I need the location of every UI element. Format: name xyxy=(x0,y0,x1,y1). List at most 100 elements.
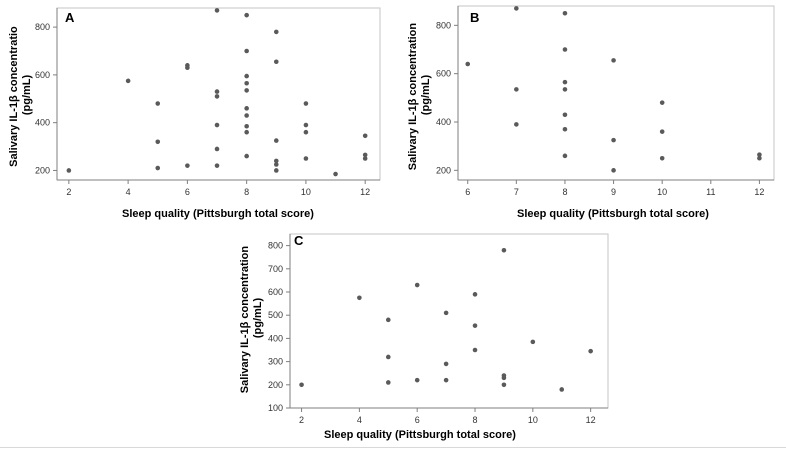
data-point xyxy=(562,126,568,132)
scatter-panel-c: C 100 200 300 400 500 600 700 800 2 4 6 8 10 12 Slee… xyxy=(239,233,609,441)
scatter-panel-b: B 200 400 600 800 6 7 8 9 10 11 12 Sleep quality … xyxy=(407,5,775,220)
x-tick-label: 6 xyxy=(185,187,190,197)
data-point xyxy=(757,152,762,157)
bottom-divider xyxy=(0,447,786,448)
x-tick-label: 4 xyxy=(126,187,131,197)
data-point xyxy=(155,165,161,171)
y-tick-label: 500 xyxy=(268,310,283,320)
data-point xyxy=(562,47,568,52)
data-point xyxy=(214,163,220,168)
data-point xyxy=(562,87,568,92)
data-point xyxy=(299,382,304,388)
data-point xyxy=(185,163,190,168)
data-point xyxy=(303,122,309,128)
data-point xyxy=(414,282,420,288)
data-point xyxy=(443,361,449,367)
data-point xyxy=(214,122,220,128)
y-tick-label: 200 xyxy=(268,380,283,390)
x-tick-label: 6 xyxy=(415,415,420,425)
x-tick-label: 11 xyxy=(706,187,715,197)
data-point xyxy=(244,129,249,135)
data-point xyxy=(501,382,507,388)
data-point xyxy=(562,79,568,85)
y-tick-label: 400 xyxy=(268,333,283,343)
data-point xyxy=(362,156,368,161)
data-point xyxy=(244,153,249,159)
y-tick-label: 800 xyxy=(436,20,451,30)
data-point xyxy=(559,387,565,392)
data-point xyxy=(659,155,665,161)
plot-area-frame xyxy=(56,7,381,181)
x-tick-label: 4 xyxy=(357,415,362,425)
x-tick-label: 10 xyxy=(657,187,667,197)
data-point xyxy=(244,123,249,129)
x-tick-label: 10 xyxy=(528,415,538,425)
data-point xyxy=(244,113,249,118)
data-point xyxy=(214,146,220,152)
y-tick-label: 600 xyxy=(436,69,451,79)
y-axis-title: Salivary IL-1β concentration (pg/mL) xyxy=(407,20,432,170)
data-point xyxy=(66,168,72,173)
x-tick-label: 6 xyxy=(465,187,470,197)
x-tick-label: 12 xyxy=(754,187,764,197)
x-tick-label: 9 xyxy=(611,187,616,197)
data-point xyxy=(443,310,449,316)
panel-letter-b: B xyxy=(470,10,479,25)
data-point xyxy=(501,247,507,253)
plot-area-frame xyxy=(289,233,609,409)
data-point xyxy=(611,137,616,143)
data-point xyxy=(514,122,519,127)
data-point xyxy=(273,29,279,35)
y-tick-label: 400 xyxy=(35,118,50,128)
data-point xyxy=(333,171,338,177)
data-point xyxy=(125,78,131,84)
data-point xyxy=(273,59,279,65)
y-tick-label: 800 xyxy=(35,22,50,32)
data-point xyxy=(303,129,309,135)
y-tick-label: 100 xyxy=(268,403,283,413)
data-point xyxy=(472,292,478,297)
data-point xyxy=(659,100,665,105)
y-tick-label: 700 xyxy=(268,264,283,274)
data-point xyxy=(562,153,568,159)
data-point xyxy=(611,58,616,63)
data-point xyxy=(443,377,449,383)
data-point xyxy=(385,354,391,360)
x-tick-label: 7 xyxy=(514,187,519,197)
data-point xyxy=(244,73,249,79)
data-point xyxy=(244,88,249,93)
x-axis-title: Sleep quality (Pittsburgh total score) xyxy=(517,208,709,220)
data-point xyxy=(155,101,161,106)
data-point xyxy=(414,377,420,383)
data-point xyxy=(659,129,665,134)
data-point xyxy=(214,89,220,94)
x-axis-title: Sleep quality (Pittsburgh total score) xyxy=(324,429,516,441)
y-tick-label: 300 xyxy=(268,357,283,367)
data-point xyxy=(185,65,190,71)
y-tick-label: 200 xyxy=(35,165,50,175)
y-tick-label: 800 xyxy=(268,241,283,251)
data-point xyxy=(385,317,391,323)
y-tick-label: 400 xyxy=(436,117,451,127)
x-tick-label: 8 xyxy=(244,187,249,197)
data-point xyxy=(303,101,309,106)
data-point xyxy=(514,6,519,11)
x-tick-label: 2 xyxy=(299,415,304,425)
x-tick-label: 10 xyxy=(301,187,311,197)
data-point xyxy=(362,133,368,139)
data-point xyxy=(362,152,368,158)
data-point xyxy=(501,375,507,381)
x-tick-label: 2 xyxy=(66,187,71,197)
y-tick-label: 200 xyxy=(436,165,451,175)
data-point xyxy=(472,323,478,328)
data-point xyxy=(273,168,279,173)
data-point xyxy=(214,94,220,99)
data-point xyxy=(530,339,536,345)
data-point xyxy=(244,106,249,111)
scatter-panel-a: A 200 400 600 800 2 4 6 8 10 12 Sleep quality (P… xyxy=(8,7,381,220)
data-point xyxy=(303,156,309,161)
data-point xyxy=(562,10,568,16)
y-axis-title: Salivary IL-1β concentratio (pg/mL) xyxy=(8,23,33,167)
x-tick-label: 8 xyxy=(562,187,567,197)
